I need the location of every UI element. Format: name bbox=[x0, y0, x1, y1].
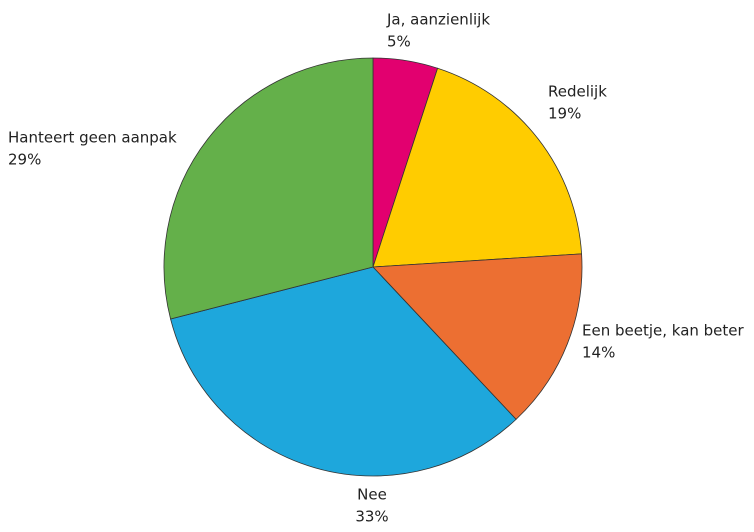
slice-value-label: 14% bbox=[582, 344, 615, 362]
slice-label: Een beetje, kan beter bbox=[582, 322, 745, 340]
pie-slice bbox=[170, 266, 517, 477]
slice-value-label: 19% bbox=[548, 105, 581, 123]
slice-label: Redelijk bbox=[548, 83, 607, 101]
slice-value-label: 33% bbox=[355, 508, 388, 526]
slice-label: Ja, aanzienlijk bbox=[386, 11, 490, 29]
slice-label: Nee bbox=[357, 486, 387, 504]
slice-label: Hanteert geen aanpak bbox=[8, 129, 177, 147]
slice-value-label: 29% bbox=[8, 151, 41, 169]
pie-slice bbox=[163, 57, 374, 320]
pie-slice bbox=[372, 253, 583, 420]
slice-value-label: 5% bbox=[387, 33, 411, 51]
pie-slice bbox=[372, 67, 583, 268]
